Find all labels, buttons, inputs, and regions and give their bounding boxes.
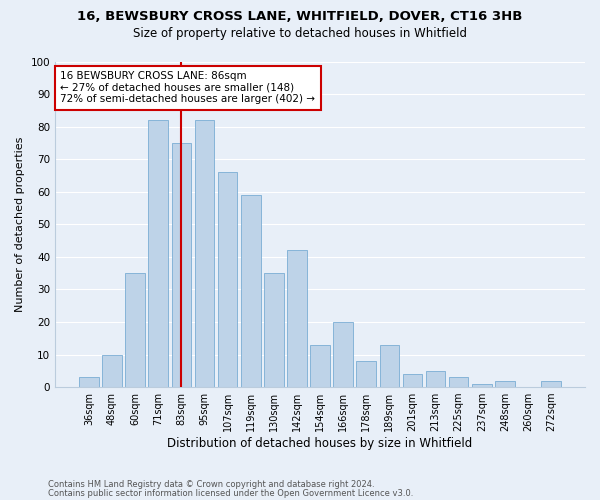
Text: Contains public sector information licensed under the Open Government Licence v3: Contains public sector information licen… — [48, 488, 413, 498]
Bar — [79, 378, 99, 387]
Bar — [287, 250, 307, 387]
Bar — [125, 273, 145, 387]
Bar — [218, 172, 238, 387]
Bar — [472, 384, 491, 387]
X-axis label: Distribution of detached houses by size in Whitfield: Distribution of detached houses by size … — [167, 437, 473, 450]
Bar — [172, 143, 191, 387]
Text: 16, BEWSBURY CROSS LANE, WHITFIELD, DOVER, CT16 3HB: 16, BEWSBURY CROSS LANE, WHITFIELD, DOVE… — [77, 10, 523, 23]
Bar — [264, 273, 284, 387]
Text: Size of property relative to detached houses in Whitfield: Size of property relative to detached ho… — [133, 28, 467, 40]
Bar — [356, 361, 376, 387]
Text: 16 BEWSBURY CROSS LANE: 86sqm
← 27% of detached houses are smaller (148)
72% of : 16 BEWSBURY CROSS LANE: 86sqm ← 27% of d… — [61, 72, 316, 104]
Bar — [310, 345, 330, 387]
Text: Contains HM Land Registry data © Crown copyright and database right 2024.: Contains HM Land Registry data © Crown c… — [48, 480, 374, 489]
Bar — [194, 120, 214, 387]
Bar — [426, 371, 445, 387]
Bar — [148, 120, 168, 387]
Bar — [449, 378, 469, 387]
Bar — [541, 380, 561, 387]
Bar — [334, 322, 353, 387]
Bar — [380, 345, 399, 387]
Bar — [241, 195, 260, 387]
Y-axis label: Number of detached properties: Number of detached properties — [15, 136, 25, 312]
Bar — [495, 380, 515, 387]
Bar — [102, 354, 122, 387]
Bar — [403, 374, 422, 387]
